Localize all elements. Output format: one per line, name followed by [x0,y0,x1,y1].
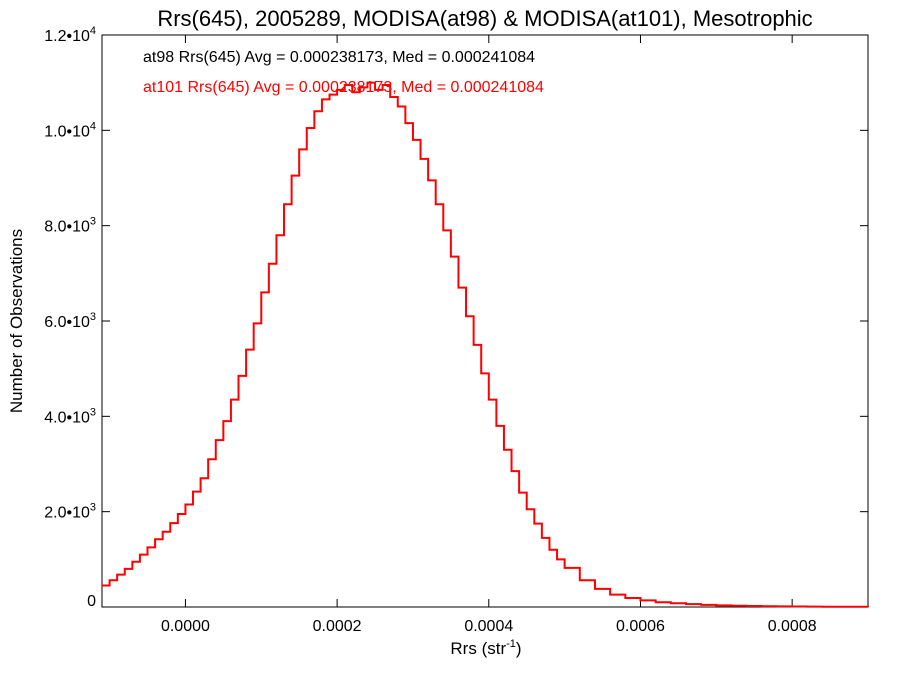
x-tick-label: 0.0006 [616,618,665,635]
x-axis-label-main: Rrs (str [450,639,506,658]
x-axis-label-suffix: ) [516,639,522,658]
annotation-at98: at98 Rrs(645) Avg = 0.000238173, Med = 0… [143,49,535,66]
y-tick-label: 4.0•103 [44,406,96,426]
x-axis-ticks: 0.0000 0.0002 0.0004 0.0006 0.0008 [161,35,817,635]
y-axis-ticks: 0 2.0•103 4.0•103 6.0•103 8.0•103 1.0•104 1.2•… [44,25,868,610]
y-axis-label: Number of Observations [7,229,26,413]
y-tick-label: 2.0•103 [44,502,96,522]
y-tick-label: 1.2•104 [44,25,96,45]
histogram-series-line [102,81,869,608]
y-tick-label: 0 [87,593,96,610]
annotation-at101: at101 Rrs(645) Avg = 0.000238173, Med = … [143,79,544,96]
x-tick-label: 0.0008 [768,618,817,635]
x-tick-label: 0.0000 [161,618,210,635]
x-axis-label: Rrs (str-1) [450,638,521,658]
chart-title: Rrs(645), 2005289, MODISA(at98) & MODISA… [157,6,812,31]
y-tick-label: 6.0•103 [44,311,96,331]
x-axis-label-sup: -1 [506,638,516,650]
series-layer [102,81,869,608]
x-tick-label: 0.0004 [464,618,513,635]
y-tick-label: 8.0•103 [44,216,96,236]
x-tick-label: 0.0002 [313,618,362,635]
y-tick-label: 1.0•104 [44,120,96,140]
plot-frame [101,34,869,608]
